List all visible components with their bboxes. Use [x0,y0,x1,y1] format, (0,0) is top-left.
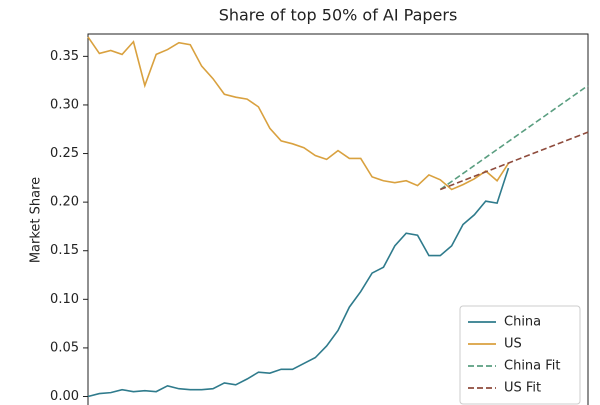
chart-title: Share of top 50% of AI Papers [219,6,458,25]
y-tick-label: 0.05 [50,340,79,355]
y-tick-label: 0.00 [50,389,79,404]
legend-label: China Fit [504,359,561,374]
plot-frame [87,33,589,405]
legend-label: US [504,337,522,352]
y-tick-label: 0.30 [50,97,79,112]
series-line [87,167,510,398]
legend-box [459,305,581,405]
series-line [439,131,589,191]
series-line [439,84,589,191]
y-tick-label: 0.35 [50,49,79,64]
y-tick-label: 0.25 [50,146,79,161]
y-axis-label: Market Share [29,177,44,263]
y-tick-label: 0.15 [50,243,79,258]
legend-label: US Fit [504,381,541,396]
legend-label: China [504,315,541,330]
y-tick-label: 0.10 [50,292,79,307]
series-line [87,36,510,191]
y-tick-label: 0.20 [50,195,79,210]
